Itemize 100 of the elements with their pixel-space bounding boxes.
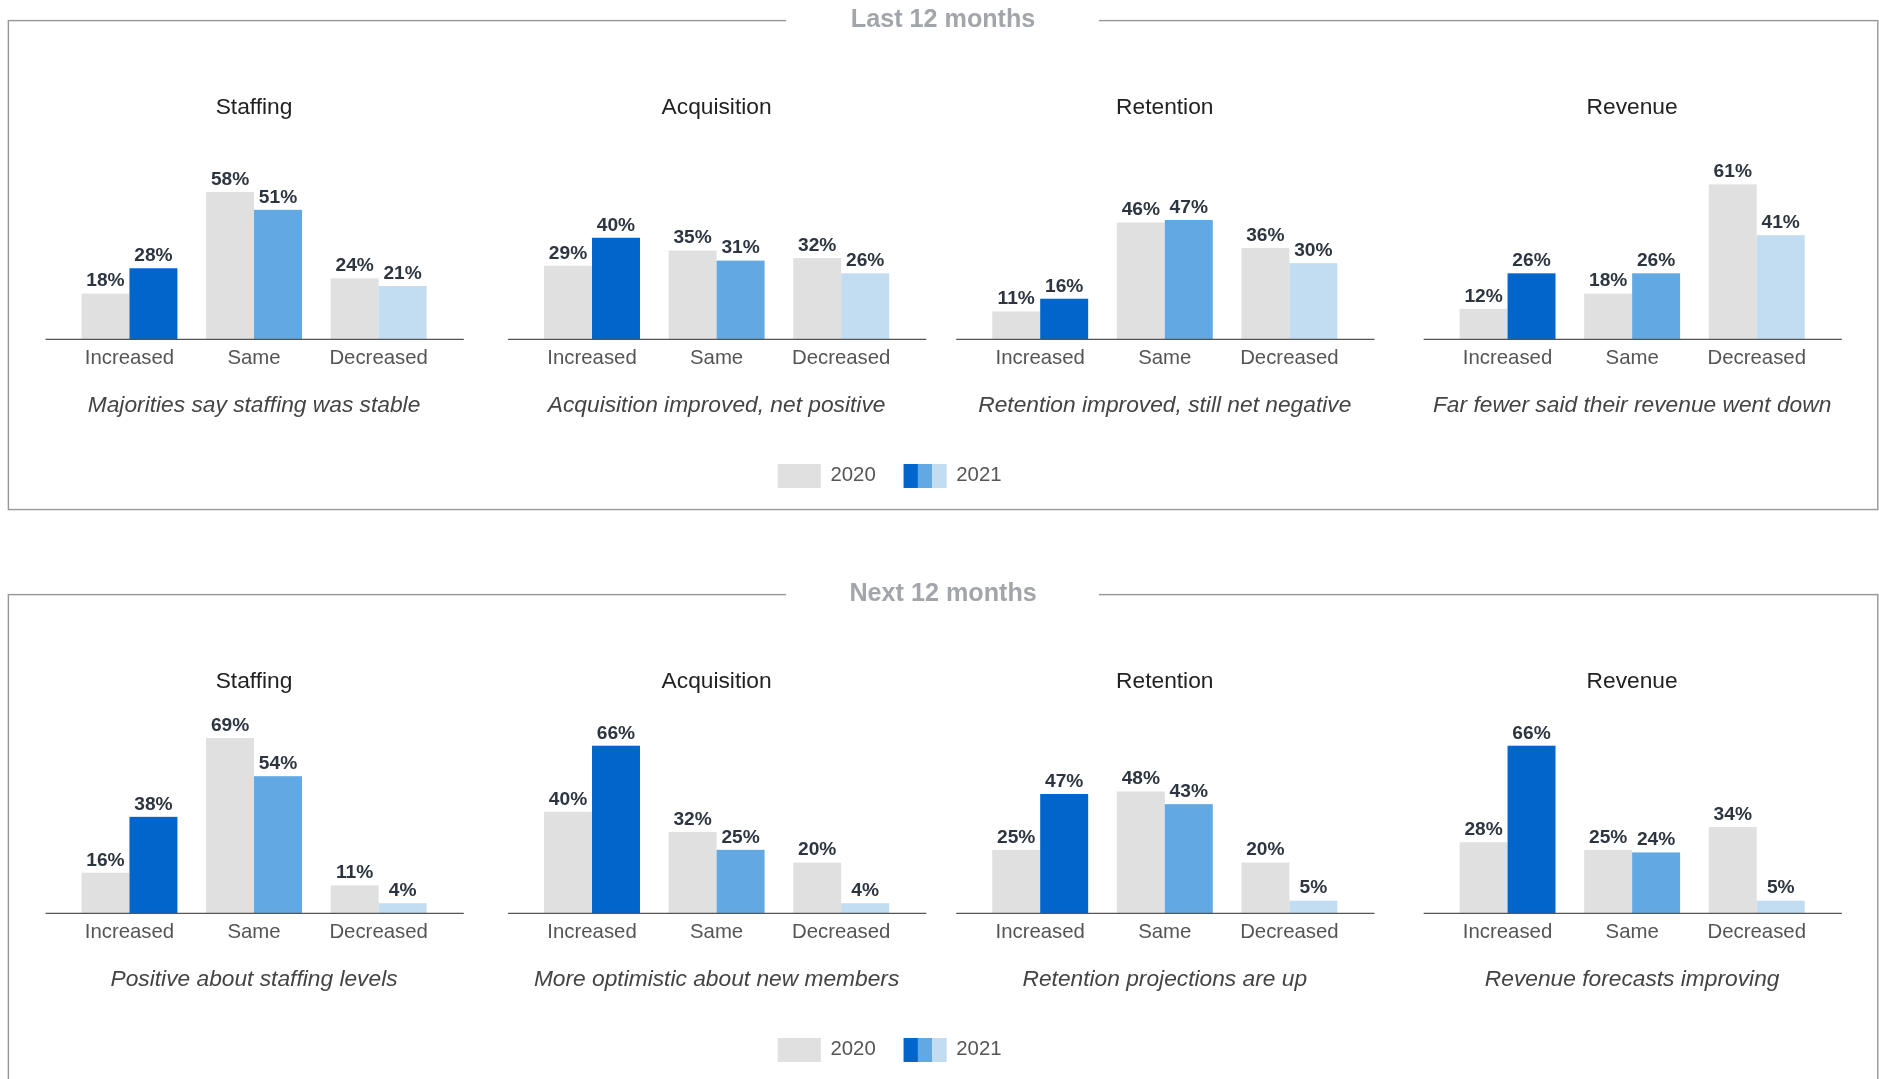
text: Last 12 months — [850, 4, 1036, 33]
bar — [206, 738, 255, 914]
bar — [1040, 298, 1089, 340]
chart-title: Revenue — [1586, 667, 1678, 694]
x-tick-label: Same — [227, 345, 281, 368]
bar — [1507, 273, 1556, 340]
bar — [1164, 804, 1213, 914]
bar — [1459, 308, 1508, 340]
text: Next 12 months — [849, 578, 1037, 607]
legend-label: 2021 — [956, 463, 1002, 486]
data-label: 18% — [1588, 269, 1628, 291]
x-tick-label: Decreased — [329, 345, 428, 368]
bar — [1708, 184, 1757, 340]
legend-label: 2020 — [830, 463, 876, 486]
chart-title: Revenue — [1586, 93, 1678, 120]
bar — [1756, 900, 1805, 914]
data-label: 51% — [258, 185, 298, 207]
x-tick-label: Increased — [1462, 919, 1553, 942]
data-label: 4% — [851, 879, 880, 901]
data-label: 46% — [1121, 198, 1160, 220]
bar — [1164, 219, 1213, 340]
legend-label: 2021 — [956, 1037, 1002, 1060]
data-label: 25% — [1588, 825, 1628, 847]
bar — [1289, 263, 1338, 340]
bar — [1241, 247, 1290, 340]
chart-title: Retention — [1116, 93, 1214, 120]
data-label: 25% — [721, 825, 760, 847]
bar — [1632, 273, 1681, 340]
bar — [592, 237, 640, 340]
data-label: 30% — [1294, 238, 1333, 260]
x-tick-label: Increased — [547, 919, 637, 942]
data-label: 4% — [388, 879, 417, 901]
bar — [1459, 842, 1508, 914]
text: Retention projections are up — [1022, 965, 1308, 992]
data-label: 54% — [258, 752, 298, 774]
text: Revenue forecasts improving — [1484, 965, 1780, 992]
bar — [1116, 222, 1165, 340]
bar — [378, 903, 427, 914]
bar — [1632, 852, 1681, 914]
text: Far fewer said their revenue went down — [1432, 391, 1832, 418]
data-label: 26% — [1512, 249, 1551, 271]
data-label: 48% — [1121, 767, 1160, 789]
x-tick-label: Increased — [84, 345, 175, 368]
x-tick-label: Increased — [995, 919, 1085, 942]
bar — [1507, 745, 1556, 914]
chart-title: Staffing — [215, 93, 293, 120]
data-label: 66% — [1512, 721, 1551, 743]
data-label: 5% — [1299, 876, 1328, 898]
data-label: 58% — [210, 167, 250, 189]
x-tick-label: Decreased — [1707, 345, 1806, 368]
x-tick-label: Decreased — [791, 919, 891, 942]
bar — [1584, 849, 1633, 914]
data-label: 35% — [673, 226, 712, 248]
bar — [793, 862, 842, 914]
data-label: 26% — [846, 249, 885, 271]
data-label: 32% — [798, 233, 837, 255]
chart-title: Acquisition — [661, 667, 772, 694]
text: Positive about staffing levels — [110, 965, 398, 992]
bar — [330, 885, 379, 914]
data-label: 16% — [86, 848, 125, 870]
bar — [544, 265, 593, 340]
bar — [129, 816, 178, 914]
x-tick-label: Decreased — [329, 919, 428, 942]
bar — [378, 286, 427, 340]
bar — [544, 811, 593, 914]
x-tick-label: Decreased — [791, 345, 891, 368]
data-label: 40% — [596, 213, 636, 235]
data-label: 41% — [1761, 211, 1800, 233]
x-tick-label: Increased — [547, 345, 637, 368]
data-label: 20% — [1246, 838, 1285, 860]
bar — [254, 209, 303, 340]
bar — [793, 258, 842, 340]
bar — [206, 192, 255, 340]
data-label: 11% — [336, 861, 374, 883]
data-label: 34% — [1713, 802, 1752, 824]
data-label: 18% — [86, 269, 125, 291]
x-tick-label: Same — [1605, 345, 1659, 368]
bar — [1708, 827, 1757, 914]
bar — [1584, 293, 1633, 340]
x-tick-label: Same — [690, 345, 744, 368]
chart-title: Acquisition — [661, 93, 772, 120]
data-label: 47% — [1169, 195, 1208, 217]
chart-title: Retention — [1116, 667, 1214, 694]
text: Retention improved, still net negative — [978, 391, 1352, 418]
data-label: 32% — [673, 807, 712, 829]
bar — [668, 250, 717, 340]
data-label: 16% — [1045, 274, 1084, 296]
bar — [992, 849, 1041, 914]
data-label: 47% — [1045, 769, 1084, 791]
bar — [81, 872, 130, 914]
bar — [1116, 791, 1165, 914]
bar — [1756, 235, 1805, 340]
text: Acquisition improved, net positive — [545, 391, 886, 418]
data-label: 29% — [548, 241, 588, 263]
bar — [716, 849, 765, 914]
data-label: 66% — [596, 721, 636, 743]
data-label: 40% — [548, 787, 588, 809]
bar — [992, 311, 1041, 340]
data-label: 69% — [210, 713, 250, 735]
x-tick-label: Increased — [995, 345, 1085, 368]
